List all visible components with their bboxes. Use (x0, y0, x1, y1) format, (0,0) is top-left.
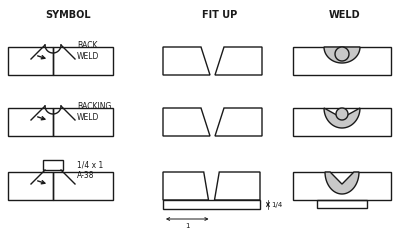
Text: 1/4: 1/4 (271, 201, 282, 208)
Bar (53, 172, 113, 200)
Text: BACK
WELD: BACK WELD (77, 41, 99, 61)
Bar (53, 47, 113, 75)
Bar (53, 108, 113, 136)
Text: 1: 1 (185, 223, 190, 229)
Bar (43, 160, 63, 170)
Bar (8, 108, 53, 136)
Bar (8, 172, 53, 200)
Text: 1/4 x 1
A-38: 1/4 x 1 A-38 (77, 160, 103, 180)
Polygon shape (335, 47, 349, 61)
Text: WELD: WELD (329, 10, 361, 20)
Bar (8, 47, 53, 75)
Bar (293, 47, 391, 75)
Bar (317, 200, 367, 208)
Polygon shape (324, 47, 360, 63)
Bar (163, 200, 260, 209)
Polygon shape (336, 108, 348, 120)
Bar (293, 172, 391, 200)
Text: BACKING
WELD: BACKING WELD (77, 102, 111, 122)
Text: FIT UP: FIT UP (202, 10, 238, 20)
Text: SYMBOL: SYMBOL (45, 10, 91, 20)
Bar (293, 108, 391, 136)
Polygon shape (325, 172, 359, 194)
Polygon shape (324, 108, 360, 128)
